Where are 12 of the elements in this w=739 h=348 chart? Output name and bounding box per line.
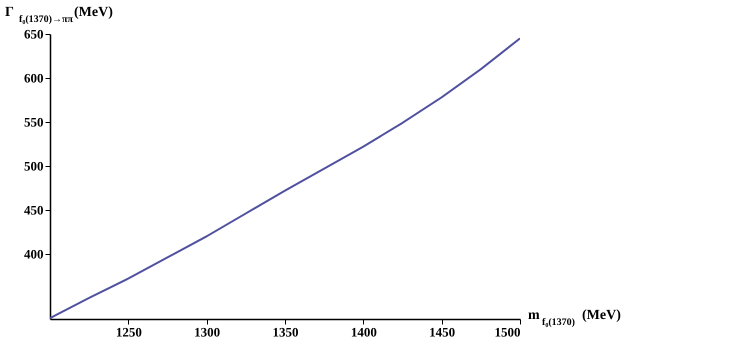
x-tick-label: 1500 (494, 324, 520, 340)
x-tick-label: 1300 (194, 324, 220, 340)
y-tick-label: 500 (24, 158, 44, 174)
x-tick-label: 1400 (350, 324, 377, 340)
y-tick-label: 450 (24, 202, 44, 218)
y-tick-label: 400 (24, 246, 44, 262)
x-tick-label: 1350 (272, 324, 298, 340)
x-tick-label: 1450 (429, 324, 456, 340)
x-tick-label: 1250 (116, 324, 142, 340)
y-tick-label: 550 (24, 114, 44, 130)
y-tick-label: 650 (24, 26, 44, 42)
y-tick-label: 600 (24, 70, 44, 86)
